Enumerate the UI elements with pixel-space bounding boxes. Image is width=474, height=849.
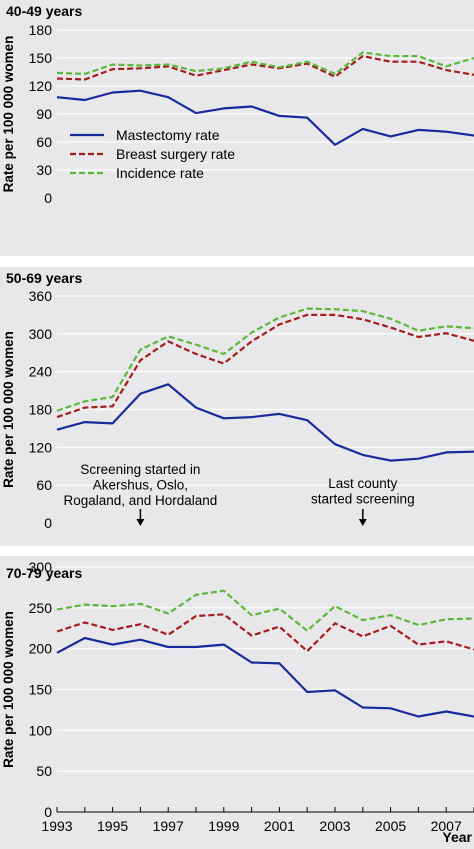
x-tick-label: 2005 — [375, 818, 406, 834]
x-axis-label: Year — [442, 829, 472, 845]
x-tick-label: 2003 — [319, 818, 350, 834]
annotation-text: Akershus, Oslo, — [93, 478, 188, 493]
legend-label: Mastectomy rate — [116, 127, 220, 143]
panel-title: 70-79 years — [6, 565, 83, 581]
legend-label: Breast surgery rate — [116, 146, 235, 162]
series-line-breast-surgery-rate — [56, 54, 474, 81]
y-tick-label: 0 — [44, 190, 52, 206]
series-line-breast-surgery-rate — [56, 613, 474, 653]
chart-panel-3: 0 50 100 150 200 250 300 1993 1995 1997 1999 2001 20… — [0, 556, 474, 849]
y-tick-label: 300 — [29, 326, 53, 342]
y-tick-label: 120 — [29, 78, 53, 94]
y-tick-label: 50 — [36, 763, 52, 779]
series-line-incidence-rate — [56, 589, 474, 632]
y-tick-label: 240 — [29, 364, 53, 380]
y-tick-label: 180 — [29, 22, 53, 38]
y-tick-label: 100 — [29, 722, 53, 738]
annotation-text: started screening — [311, 492, 415, 507]
y-tick-label: 200 — [29, 641, 53, 657]
series-line-mastectomy-rate — [56, 636, 474, 718]
series-line-incidence-rate — [56, 51, 474, 76]
series-line-breast-surgery-rate — [56, 313, 474, 419]
panel-title: 40-49 years — [6, 3, 83, 19]
x-tick-label: 2007 — [431, 818, 462, 834]
y-axis-label: Rate per 100 000 women — [1, 36, 16, 193]
panel-background — [0, 556, 474, 849]
series-line-mastectomy-rate — [56, 383, 474, 462]
y-tick-label: 30 — [36, 162, 52, 178]
y-tick-label: 150 — [29, 50, 53, 66]
x-tick-label: 1993 — [41, 818, 72, 834]
annotation-text: Rogaland, and Hordaland — [63, 493, 217, 508]
y-tick-label: 360 — [29, 288, 53, 304]
annotation-arrow-head — [136, 519, 145, 526]
panel-background — [0, 267, 474, 546]
chart-panel-2: 0 60 120 180 240 300 360 50-69 years Rate per 10… — [0, 267, 474, 546]
y-tick-label: 60 — [36, 134, 52, 150]
y-tick-label: 150 — [29, 682, 53, 698]
panel-title: 50-69 years — [6, 270, 83, 286]
y-tick-label: 60 — [36, 477, 52, 493]
y-tick-label: 90 — [36, 106, 52, 122]
y-tick-label: 120 — [29, 439, 53, 455]
y-tick-label: 250 — [29, 600, 53, 616]
y-tick-label: 180 — [29, 402, 53, 418]
legend: Mastectomy rate Breast surgery rate Incide… — [70, 127, 235, 181]
y-tick-label: 300 — [29, 559, 53, 575]
series-line-mastectomy-rate — [56, 89, 474, 146]
x-tick-label: 2001 — [264, 818, 295, 834]
annotation-text: Screening started in — [80, 462, 200, 477]
y-tick-label: 0 — [44, 515, 52, 531]
chart-panel-1: 0 30 60 90 120 150 180 40-49 years Rate per 100 … — [0, 0, 474, 256]
y-axis-label: Rate per 100 000 women — [1, 611, 16, 768]
x-tick-label: 1997 — [153, 818, 184, 834]
y-tick-label: 0 — [44, 804, 52, 820]
series-line-incidence-rate — [56, 307, 474, 412]
panel-background — [0, 0, 474, 256]
x-tick-label: 1995 — [97, 818, 128, 834]
annotation-text: Last county — [328, 476, 397, 491]
legend-label: Incidence rate — [116, 165, 204, 181]
annotation-arrow-head — [358, 519, 367, 526]
x-tick-label: 1999 — [208, 818, 239, 834]
y-axis-label: Rate per 100 000 women — [1, 331, 16, 488]
